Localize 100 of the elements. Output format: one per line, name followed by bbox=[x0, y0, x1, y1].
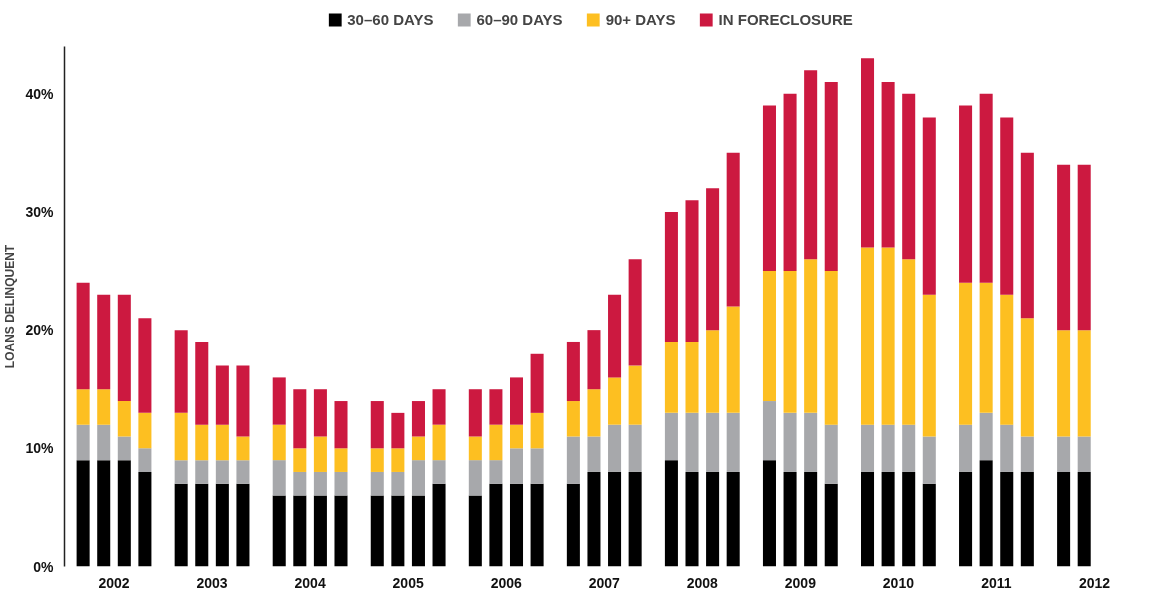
bar bbox=[762, 460, 776, 567]
bar bbox=[174, 330, 188, 413]
bar bbox=[391, 448, 405, 472]
bar bbox=[959, 105, 973, 283]
bar bbox=[783, 471, 797, 567]
bar bbox=[313, 495, 327, 567]
bar bbox=[706, 330, 720, 413]
bar bbox=[489, 483, 503, 567]
x-tick-label: 2012 bbox=[1078, 574, 1111, 591]
bar bbox=[979, 460, 993, 567]
bar bbox=[76, 424, 90, 461]
bar bbox=[861, 58, 875, 248]
bar bbox=[587, 330, 601, 390]
bar bbox=[138, 318, 152, 413]
y-tick-label: 30% bbox=[25, 203, 55, 220]
bar bbox=[608, 377, 622, 425]
bar bbox=[861, 424, 875, 472]
bar bbox=[881, 424, 895, 472]
bar bbox=[608, 424, 622, 472]
bar bbox=[236, 365, 250, 437]
bar bbox=[783, 271, 797, 413]
bar bbox=[138, 412, 152, 449]
bar bbox=[432, 424, 446, 461]
y-tick-label: 40% bbox=[25, 85, 55, 102]
bar bbox=[726, 306, 740, 413]
bar bbox=[824, 483, 838, 567]
bar bbox=[411, 460, 425, 496]
bar bbox=[334, 471, 348, 496]
bar bbox=[706, 471, 720, 567]
bar bbox=[1077, 436, 1091, 472]
bar bbox=[902, 424, 916, 472]
bar bbox=[628, 259, 642, 366]
bar bbox=[664, 341, 678, 413]
bar bbox=[97, 424, 111, 461]
bar bbox=[215, 365, 229, 425]
bar bbox=[1057, 436, 1071, 472]
bar bbox=[468, 460, 482, 496]
bar bbox=[1020, 436, 1034, 472]
x-tick-label: 2007 bbox=[588, 574, 621, 591]
bar bbox=[138, 448, 152, 472]
bar bbox=[566, 401, 580, 437]
bar bbox=[685, 200, 699, 342]
bar bbox=[628, 424, 642, 472]
bar bbox=[272, 495, 286, 567]
bar bbox=[215, 424, 229, 461]
bar bbox=[334, 448, 348, 472]
bar bbox=[922, 294, 936, 437]
bar bbox=[215, 483, 229, 567]
x-tick-label: 2008 bbox=[686, 574, 719, 591]
bar bbox=[215, 460, 229, 484]
bar bbox=[97, 294, 111, 390]
bar bbox=[117, 294, 131, 402]
bar bbox=[293, 389, 307, 449]
bar bbox=[587, 436, 601, 472]
bar bbox=[804, 259, 818, 413]
bar bbox=[685, 412, 699, 472]
bar bbox=[432, 389, 446, 425]
bar bbox=[804, 70, 818, 260]
bar bbox=[174, 460, 188, 484]
bar bbox=[174, 483, 188, 567]
bar bbox=[706, 188, 720, 331]
bar bbox=[489, 389, 503, 425]
bar bbox=[861, 471, 875, 567]
bar bbox=[762, 401, 776, 461]
bar bbox=[468, 389, 482, 437]
bar bbox=[530, 448, 544, 484]
bar bbox=[236, 436, 250, 461]
bar bbox=[530, 353, 544, 413]
bar bbox=[1020, 318, 1034, 437]
bar bbox=[628, 365, 642, 425]
bar bbox=[824, 81, 838, 272]
bar bbox=[587, 389, 601, 437]
y-tick-label: 10% bbox=[25, 440, 55, 457]
bar bbox=[783, 93, 797, 272]
bar bbox=[726, 412, 740, 472]
bar bbox=[1077, 164, 1091, 331]
bar bbox=[117, 401, 131, 437]
x-tick-label: 2002 bbox=[98, 574, 130, 591]
x-tick-label: 2009 bbox=[784, 574, 817, 591]
bar bbox=[783, 412, 797, 472]
bar bbox=[762, 105, 776, 272]
bar bbox=[411, 495, 425, 567]
bar bbox=[509, 377, 524, 425]
bar bbox=[370, 471, 384, 496]
bar bbox=[293, 448, 307, 472]
bar bbox=[959, 424, 973, 472]
bar bbox=[411, 401, 425, 437]
bar bbox=[97, 460, 111, 567]
bar bbox=[1020, 471, 1034, 567]
bar bbox=[608, 471, 622, 567]
bar bbox=[726, 471, 740, 567]
bar bbox=[1000, 471, 1014, 567]
bar bbox=[391, 471, 405, 496]
legend-label: 60–90 DAYS bbox=[476, 10, 563, 28]
bar bbox=[272, 424, 286, 461]
x-tick-label: 2006 bbox=[490, 574, 522, 591]
bar bbox=[489, 460, 503, 484]
bar bbox=[313, 471, 327, 496]
bar bbox=[391, 495, 405, 567]
bar bbox=[881, 247, 895, 425]
